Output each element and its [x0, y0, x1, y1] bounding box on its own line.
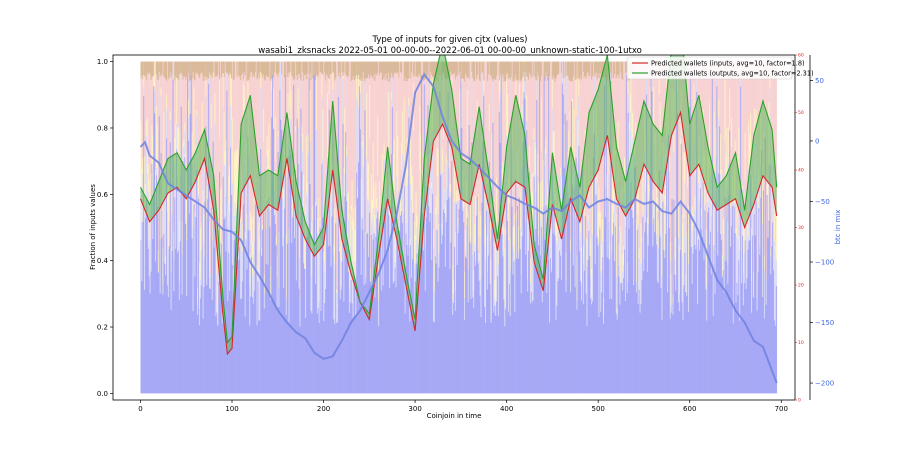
y-axis-left: 0.0 0.2 0.4 0.6 0.8 1.0: [97, 58, 113, 398]
x-tick-label: 600: [683, 405, 696, 413]
y2-tick-label: −150: [815, 319, 834, 327]
y-tick-label: 0.6: [97, 191, 109, 199]
blue-bar: [776, 286, 777, 393]
x-tick-label: 400: [500, 405, 513, 413]
x-tick-label: 200: [317, 405, 330, 413]
y-tick-label: 0.0: [97, 390, 108, 398]
chart-title: Type of inputs for given cjtx (values): [372, 35, 528, 45]
y3-tick-label: 10: [798, 340, 804, 346]
y2-tick-label: −50: [815, 198, 830, 206]
yellow-band: [776, 216, 777, 261]
y-axis-right-btc: 50 0 −50 −100 −150 −200: [810, 55, 834, 400]
x-tick-label: 700: [775, 405, 788, 413]
legend: Predicted wallets (inputs, avg=10, facto…: [627, 57, 814, 79]
x-axis-label: Coinjoin in time: [427, 412, 482, 420]
y-tick-label: 1.0: [97, 58, 108, 66]
y-tick-label: 0.4: [97, 257, 109, 265]
y3-tick-label: 0: [798, 398, 801, 404]
y2-tick-label: 50: [815, 77, 824, 85]
y3-tick-label: 60: [798, 53, 804, 59]
chart-subtitle: wasabi1_zksnacks 2022-05-01 00-00-00--20…: [258, 46, 642, 56]
legend-outputs-label: Predicted wallets (outputs, avg=10, fact…: [651, 70, 814, 78]
y3-tick-label: 30: [798, 225, 804, 231]
y-axis-label: Fraction of inputs values: [89, 184, 97, 270]
y2-tick-label: −100: [815, 259, 834, 267]
y2-tick-label: −200: [815, 380, 834, 388]
y-tick-label: 0.8: [97, 124, 108, 132]
lavender-band: [776, 260, 777, 286]
y-axis-right-wallets: 0 10 20 30 40 50 60: [795, 53, 804, 404]
x-tick-label: 500: [591, 405, 604, 413]
y2-axis-label: btc in mix: [834, 210, 842, 245]
x-tick-label: 0: [138, 405, 142, 413]
y3-tick-label: 20: [798, 283, 804, 289]
x-tick-label: 300: [408, 405, 421, 413]
y3-tick-label: 50: [798, 110, 804, 116]
y2-tick-label: 0: [815, 137, 819, 145]
y-tick-label: 0.2: [97, 324, 108, 332]
y3-tick-label: 40: [798, 168, 804, 174]
legend-inputs-label: Predicted wallets (inputs, avg=10, facto…: [651, 60, 805, 68]
x-tick-label: 100: [225, 405, 238, 413]
